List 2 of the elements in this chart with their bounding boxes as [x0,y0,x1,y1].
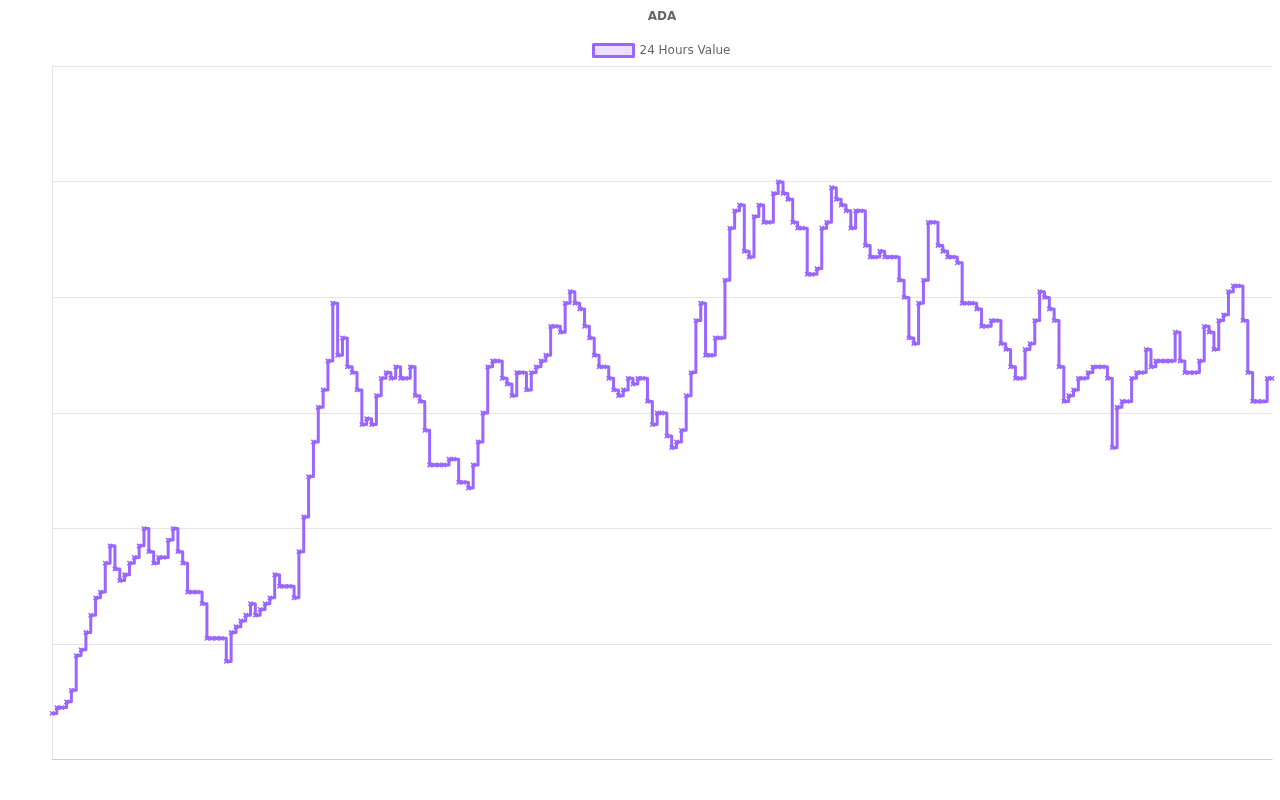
legend-label: 24 Hours Value [639,42,731,57]
chart-title: ADA [647,9,677,24]
